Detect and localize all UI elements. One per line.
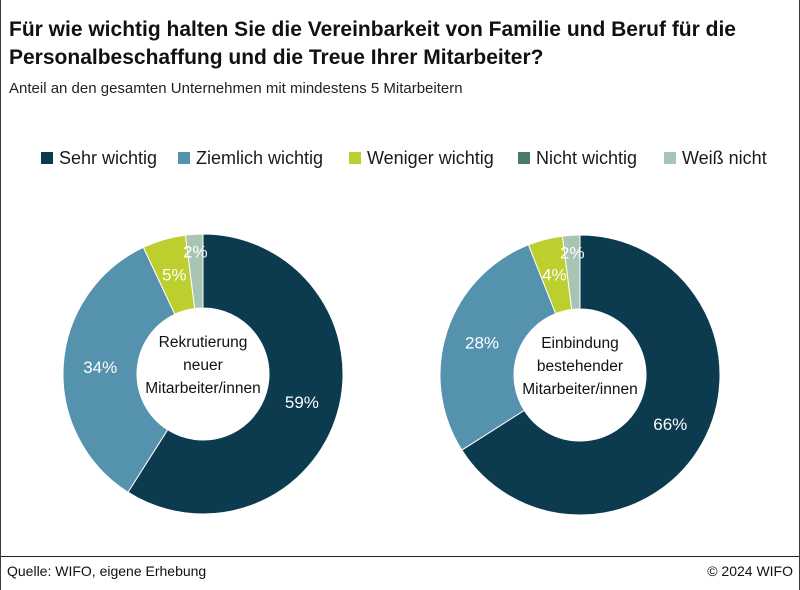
legend-label: Nicht wichtig [536,148,638,168]
legend-item-weniger-wichtig: Weniger wichtig [349,148,494,168]
copyright-note: © 2024 WIFO [707,563,793,579]
data-label-weiss-nicht: 2% [183,243,208,262]
donut-rekrutierung-neuer-mitarbeiter-innen: 59% 34% 5% 2% Rekrutierung neuer Mitarbeiter/i… [62,233,344,515]
legend-swatch [41,152,53,164]
donut-center-label-line: neuer [183,357,223,374]
legend-label: Ziemlich wichtig [196,148,324,168]
legend-label: Weiß nicht [682,148,767,168]
data-label-weiss-nicht: 2% [560,244,585,263]
legend-swatch [349,152,361,164]
slice-sehr-wichtig [461,234,721,516]
chart-title: Für wie wichtig halten Sie die Vereinbar… [9,18,736,69]
data-label-ziemlich-wichtig: 34% [83,358,117,377]
chart-subtitle: Anteil an den gesamten Unternehmen mit m… [9,80,463,97]
donut-center-label-line: bestehender [537,358,623,375]
legend-swatch [518,152,530,164]
donut-center-label: Rekrutierung neuer Mitarbeiter/innen [145,334,260,397]
legend: Sehr wichtig Ziemlich wichtig Weniger wi… [1,148,799,168]
legend-item-ziemlich-wichtig: Ziemlich wichtig [178,148,323,168]
legend-swatch [664,152,676,164]
donut-center-label-line: Mitarbeiter/innen [522,381,637,398]
slice-weiss-nicht [184,233,204,310]
slice-ziemlich-wichtig [439,244,557,451]
legend-item-nicht-wichtig: Nicht wichtig [518,148,637,168]
data-label-weniger-wichtig: 4% [542,266,567,285]
legend-label: Sehr wichtig [59,148,158,168]
legend-label: Weniger wichtig [367,148,494,168]
source-note: Quelle: WIFO, eigene Erhebung [7,563,207,579]
data-label-ziemlich-wichtig: 28% [465,334,499,353]
slice-weiss-nicht [561,234,581,311]
data-label-sehr-wichtig: 66% [653,415,687,434]
data-label-sehr-wichtig: 59% [285,393,319,412]
data-label-weniger-wichtig: 5% [162,266,187,285]
footer-divider [1,556,799,557]
slice-sehr-wichtig [127,233,344,515]
legend-item-sehr-wichtig: Sehr wichtig [41,148,157,168]
donut-center-label-line: Einbindung [541,335,619,352]
legend-swatch [178,152,190,164]
legend-item-weiss-nicht: Weiß nicht [664,148,767,168]
donut-center-label: Einbindung bestehender Mitarbeiter/innen [522,335,637,398]
donut-einbindung-bestehender-mitarbeiter-innen: 66% 28% 4% 2% Einbindung bestehender Mitarbeit… [439,234,721,516]
slice-ziemlich-wichtig [62,246,176,493]
donut-center-label-line: Rekrutierung [159,334,248,351]
donut-center-label-line: Mitarbeiter/innen [145,380,260,397]
